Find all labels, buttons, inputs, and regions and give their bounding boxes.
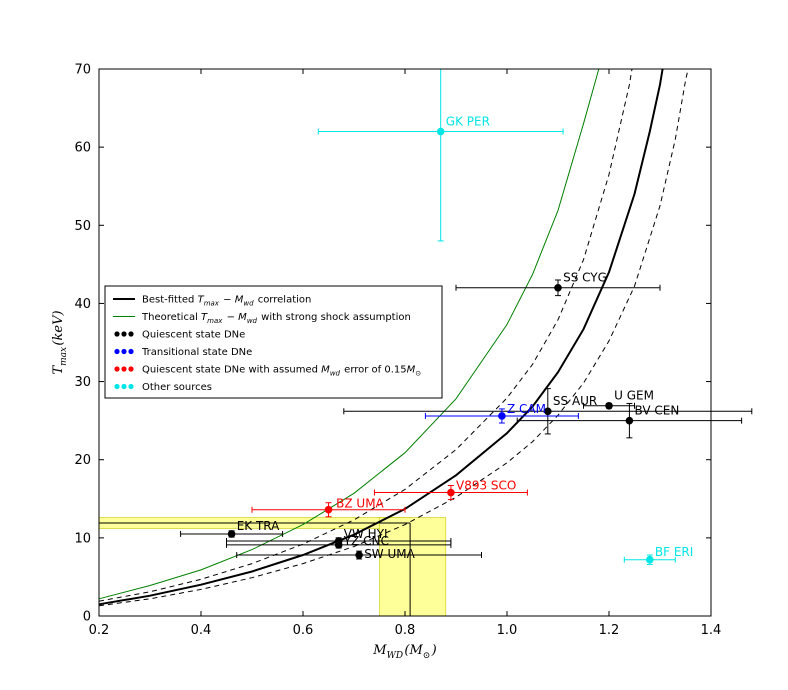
label-ss-cyg: SS CYG — [563, 271, 607, 285]
source-yz-cnc: YZ CNC — [226, 534, 452, 549]
point-sw-uma — [355, 551, 363, 559]
legend-item-transitional: Transitional state DNe — [114, 347, 252, 358]
y-axis-label: Tmax (keV) — [51, 310, 69, 374]
legend: Best-fitted Tmax − Mwd correlation Theore… — [104, 285, 443, 399]
legend-dot-assumed — [114, 366, 120, 372]
highlight-vband — [379, 517, 447, 617]
y-tick-label: 70 — [74, 63, 91, 78]
x-axis-label: MWD (M⊙ ) — [372, 643, 436, 661]
label-v893-sco: V893 SCO — [456, 478, 516, 492]
legend-item-theory: Theoretical Tmax − Mwd with strong shock… — [113, 312, 411, 325]
source-ek-tra: EK TRA — [180, 519, 284, 538]
legend-item-fit: Best-fitted Tmax − Mwd correlation — [113, 295, 311, 308]
legend-label-transitional: Transitional state DNe — [141, 347, 252, 358]
legend-label-quiescent: Quiescent state DNe — [142, 330, 245, 341]
legend-item-quiescent: Quiescent state DNe — [114, 330, 245, 341]
x-tick-label: 0.2 — [89, 623, 110, 638]
legend-item-other: Other sources — [114, 382, 212, 393]
source-gk-per: GK PER — [317, 68, 564, 242]
x-tick-label: 1.2 — [599, 623, 620, 638]
fit-lower-bound-curve — [98, 68, 689, 607]
y-tick-label: 50 — [74, 219, 91, 234]
point-z-cam — [498, 412, 506, 420]
source-sw-uma: SW UMA — [236, 547, 482, 561]
point-u-gem — [605, 401, 613, 410]
x-tick-label: 0.4 — [191, 623, 212, 638]
x-tick-label: 0.8 — [395, 623, 416, 638]
legend-label-assumed: Quiescent state DNe with assumed Mwd err… — [142, 365, 422, 378]
label-bf-eri: BF ERI — [655, 545, 693, 559]
legend-dot-transitional — [114, 348, 120, 355]
point-ss-cyg — [554, 284, 562, 292]
legend-dot-quiescent — [114, 331, 120, 337]
point-gk-per — [436, 127, 445, 136]
label-z-cam: Z CAM — [507, 402, 546, 416]
label-vw-hyi: VW HYI — [344, 527, 388, 541]
theory-curve — [98, 68, 600, 600]
legend-dot-assumed — [128, 366, 134, 372]
point-ek-tra — [227, 530, 236, 538]
best-fit-curve — [98, 68, 664, 606]
legend-dot-assumed — [121, 366, 127, 372]
x-tick-label: 0.6 — [293, 623, 314, 638]
legend-dot-other — [121, 383, 127, 390]
point-bf-eri — [646, 555, 654, 564]
point-ss-aur — [544, 407, 552, 416]
source-ss-cyg: SS CYG — [455, 271, 661, 297]
legend-dot-other — [114, 383, 120, 390]
point-v893-sco — [447, 488, 455, 497]
y-tick-label: 30 — [74, 375, 91, 390]
y-tick-label: 20 — [74, 453, 91, 468]
point-bz-uma — [324, 505, 333, 514]
legend-label-other: Other sources — [142, 382, 212, 393]
legend-box — [104, 285, 443, 399]
source-v893-sco: V893 SCO — [373, 478, 528, 501]
source-ss-aur: SS AUR — [343, 388, 753, 435]
y-tick-label: 60 — [74, 141, 91, 156]
source-bz-uma: BZ UMA — [251, 496, 406, 518]
label-gk-per: GK PER — [446, 114, 490, 128]
label-ss-aur: SS AUR — [553, 394, 597, 408]
legend-dot-quiescent — [128, 331, 134, 337]
source-z-cam: Z CAM — [424, 402, 579, 424]
label-sw-uma: SW UMA — [364, 547, 415, 561]
y-tick-label: 40 — [74, 297, 91, 312]
point-yz-cnc — [334, 541, 343, 549]
point-bv-cen — [625, 416, 634, 425]
source-u-gem: U GEM — [583, 389, 654, 410]
source-bv-cen: BV CEN — [516, 402, 743, 439]
label-bz-uma: BZ UMA — [336, 496, 384, 510]
curves — [98, 68, 689, 607]
x-tick-label: 1.4 — [701, 623, 722, 638]
y-tick-label: 10 — [74, 531, 91, 546]
source-bf-eri: BF ERI — [623, 545, 693, 565]
label-ek-tra: EK TRA — [237, 519, 280, 533]
label-u-gem: U GEM — [614, 389, 654, 403]
legend-dot-transitional — [121, 348, 127, 355]
legend-dot-quiescent — [121, 331, 127, 337]
legend-dot-transitional — [128, 348, 134, 355]
label-bv-cen: BV CEN — [635, 403, 680, 417]
legend-label-fit: Best-fitted Tmax − Mwd correlation — [142, 295, 311, 308]
x-tick-label: 1.0 — [497, 623, 518, 638]
y-tick-label: 0 — [83, 610, 91, 625]
legend-label-theory: Theoretical Tmax − Mwd with strong shock… — [141, 312, 411, 325]
legend-dot-other — [128, 383, 134, 390]
axes: 0.2 0.4 0.6 0.8 1.0 1.2 1.4 0 10 20 30 40 50 60 70 — [74, 63, 721, 639]
source-vw-hyi: VW HYI — [226, 527, 452, 545]
legend-item-assumed: Quiescent state DNe with assumed Mwd err… — [114, 365, 422, 378]
label-yz-cnc: YZ CNC — [343, 534, 389, 548]
highlight-bands — [98, 517, 447, 617]
